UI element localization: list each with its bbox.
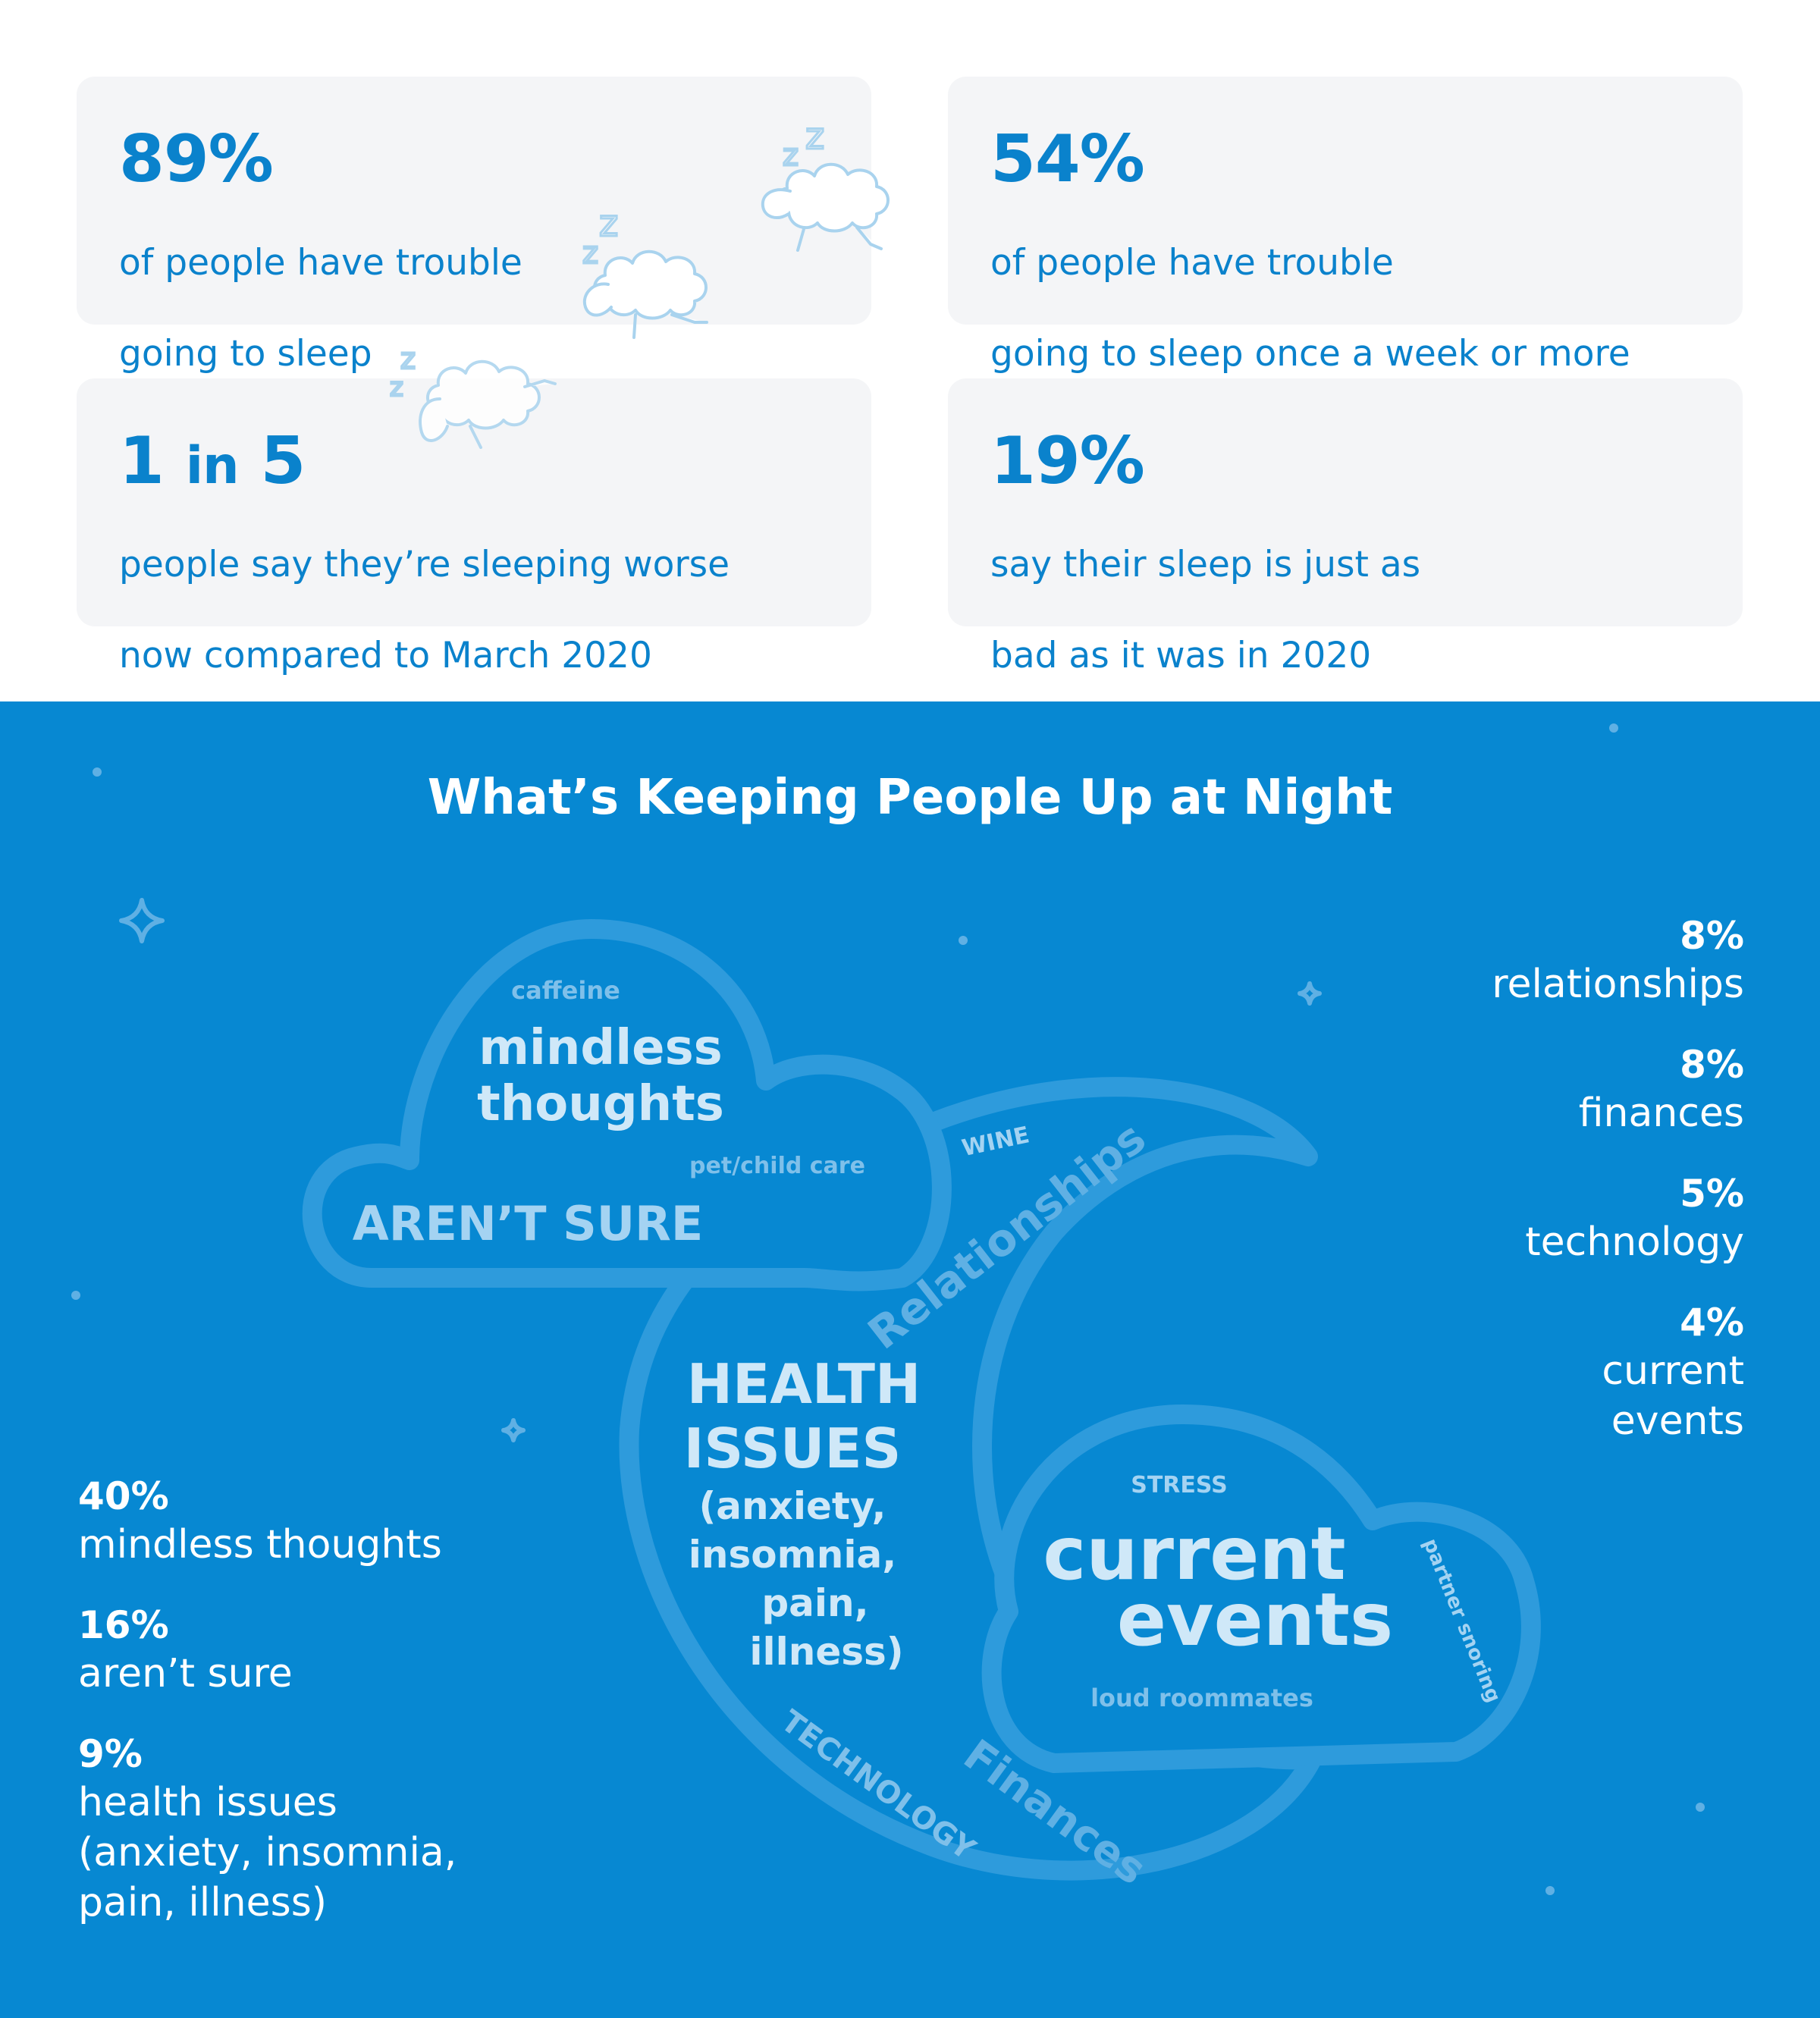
- stat-description: say their sleep is just as bad as it was…: [990, 544, 1421, 676]
- word-health-1: HEALTH: [687, 1352, 921, 1416]
- cloud-outline-top: [302, 919, 952, 1291]
- word-current-events-2: events: [1117, 1577, 1393, 1662]
- stat-mindless-thoughts: 40% mindless thoughts: [78, 1474, 442, 1568]
- word-stress: STRESS: [1131, 1472, 1228, 1499]
- word-health-5: pain,: [761, 1581, 868, 1625]
- stat-health-issues: 9% health issues (anxiety, insomnia, pai…: [78, 1732, 457, 1925]
- right-stats-list: 8% relationships 8% finances 5% technolo…: [1289, 912, 1744, 1478]
- word-health-6: illness): [749, 1630, 903, 1674]
- sparkle-icons: [119, 898, 1322, 1442]
- word-mindless-thoughts-1: mindless: [479, 1020, 723, 1076]
- word-loud-roommates: loud roommates: [1090, 1684, 1313, 1712]
- svg-text:z: z: [582, 236, 598, 271]
- stat-value: 1 in 5: [119, 423, 306, 499]
- stat-value: 54%: [990, 121, 1145, 197]
- stat-relationships: 8% relationships: [1492, 914, 1744, 1007]
- svg-text:z: z: [400, 342, 416, 375]
- sheep-icon: z z: [582, 209, 708, 339]
- word-health-2: ISSUES: [684, 1417, 902, 1480]
- stat-card-54: 54% of people have trouble going to slee…: [948, 77, 1743, 375]
- word-health-3: (anxiety,: [698, 1484, 886, 1528]
- word-caffeine: caffeine: [511, 976, 620, 1005]
- stat-technology: 5% technology: [1525, 1172, 1744, 1265]
- stat-description: people say they’re sleeping worse now co…: [119, 544, 730, 676]
- night-section: caffeine mindless thoughts pet/child car…: [0, 701, 1820, 2018]
- svg-text:z: z: [599, 209, 618, 245]
- section-title: What’s Keeping People Up at Night: [427, 770, 1393, 826]
- cloud-outline-bottom: [981, 1404, 1541, 1773]
- stat-current-events: 4% current events: [1602, 1301, 1744, 1444]
- sheep-icon: z z: [761, 121, 890, 252]
- stat-value: 19%: [990, 423, 1145, 499]
- stat-description: of people have trouble going to sleep: [119, 242, 522, 375]
- stat-finances: 8% finances: [1578, 1043, 1744, 1136]
- star-dots: [71, 723, 1705, 1895]
- word-mindless-thoughts-2: thoughts: [477, 1076, 724, 1132]
- word-cloud-illustration: caffeine mindless thoughts pet/child car…: [71, 723, 1705, 1895]
- word-wine: WINE: [959, 1122, 1031, 1162]
- stat-card-19: 19% say their sleep is just as bad as it…: [948, 378, 1743, 676]
- stats-panel: 89% of people have trouble going to slee…: [0, 0, 1820, 701]
- svg-text:z: z: [783, 138, 799, 173]
- word-arent-sure: AREN’T SURE: [353, 1196, 704, 1251]
- word-health-4: insomnia,: [689, 1533, 896, 1577]
- stat-arent-sure: 16% aren’t sure: [78, 1603, 293, 1696]
- word-current-events-1: current: [1043, 1511, 1345, 1596]
- svg-text:z: z: [805, 121, 824, 158]
- left-stats-list: 40% mindless thoughts 16% aren’t sure 9%…: [78, 1473, 609, 1960]
- stat-card-89: 89% of people have trouble going to slee…: [77, 77, 871, 375]
- sheep-icon: z z: [389, 341, 557, 449]
- svg-text:z: z: [390, 372, 403, 403]
- word-pet-child-care: pet/child care: [689, 1153, 865, 1179]
- stat-description: of people have trouble going to sleep on…: [990, 242, 1630, 375]
- stat-value: 89%: [119, 121, 274, 197]
